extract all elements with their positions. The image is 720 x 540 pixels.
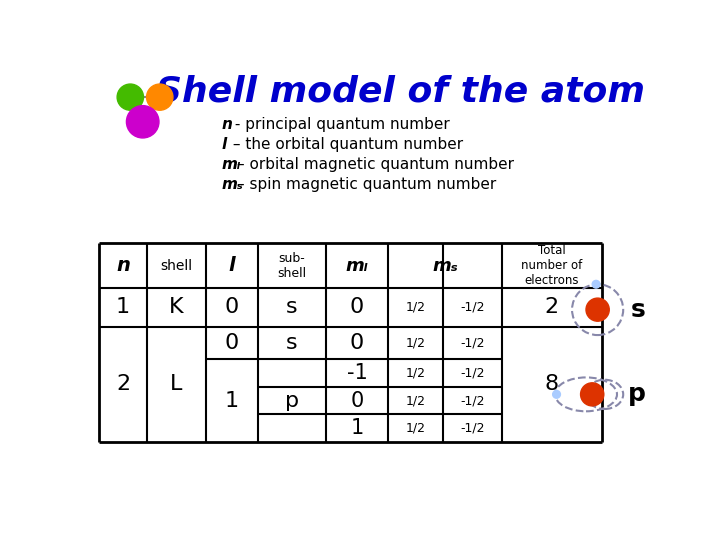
Text: 1/2: 1/2 [405,336,426,349]
Text: mₗ: mₗ [222,157,241,172]
Text: s: s [287,298,298,318]
Text: n: n [116,256,130,275]
Text: l: l [228,256,235,275]
Text: -1/2: -1/2 [460,422,485,435]
Text: -1/2: -1/2 [460,301,485,314]
Text: 0: 0 [225,298,239,318]
Text: 1/2: 1/2 [405,366,426,379]
Text: 1/2: 1/2 [405,301,426,314]
Circle shape [593,280,600,288]
Text: - principal quantum number: - principal quantum number [230,117,450,132]
Circle shape [117,84,143,110]
Circle shape [580,383,604,406]
Text: s: s [631,298,645,322]
Text: – orbital magnetic quantum number: – orbital magnetic quantum number [238,157,514,172]
Circle shape [553,390,560,398]
Text: p: p [629,382,646,407]
Text: -1/2: -1/2 [460,394,485,407]
Text: n: n [222,117,233,132]
Text: 2: 2 [544,298,559,318]
Text: -1/2: -1/2 [460,336,485,349]
Text: p: p [285,390,299,410]
Text: 0: 0 [350,333,364,353]
Text: 0: 0 [225,333,239,353]
Circle shape [127,106,159,138]
Text: 2: 2 [116,374,130,394]
Text: K: K [169,298,184,318]
Text: 1/2: 1/2 [405,422,426,435]
Circle shape [147,84,173,110]
Text: 8: 8 [544,374,559,394]
Text: -1/2: -1/2 [460,366,485,379]
Text: – the orbital quantum number: – the orbital quantum number [228,137,463,152]
Text: s: s [287,333,298,353]
Text: shell: shell [160,259,192,273]
Text: -1: -1 [346,363,367,383]
Text: 1/2: 1/2 [405,394,426,407]
Text: 0: 0 [350,298,364,318]
Text: mₛ: mₛ [432,256,458,275]
Text: L: L [170,374,182,394]
Text: sub-
shell: sub- shell [277,252,307,280]
Text: Total
number of
electrons: Total number of electrons [521,244,582,287]
Text: 1: 1 [225,390,239,410]
Text: 1: 1 [116,298,130,318]
Text: mₛ: mₛ [222,178,243,192]
Text: mₗ: mₗ [346,256,369,275]
Text: 0: 0 [351,390,364,410]
Text: – spin magnetic quantum number: – spin magnetic quantum number [238,178,497,192]
Text: l: l [222,137,227,152]
Text: 1: 1 [351,418,364,438]
Text: Shell model of the atom: Shell model of the atom [156,75,644,109]
Circle shape [586,298,609,321]
